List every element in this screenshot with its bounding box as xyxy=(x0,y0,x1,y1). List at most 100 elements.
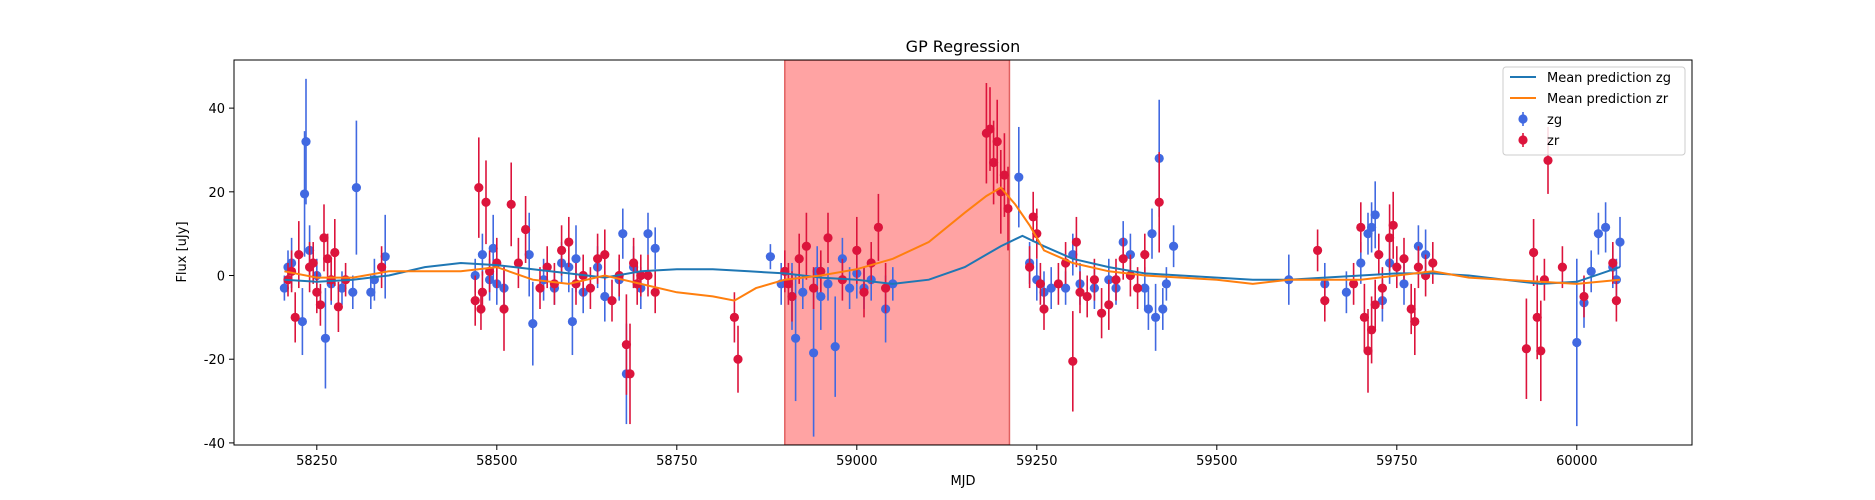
data-point-zr xyxy=(326,275,336,285)
data-point-zr xyxy=(787,291,797,302)
data-point-zr xyxy=(481,197,491,207)
data-point-zg xyxy=(600,291,610,302)
data-point-zg xyxy=(1341,287,1351,297)
data-point-zg xyxy=(571,254,581,264)
data-point-zg xyxy=(765,252,776,262)
data-point-zr xyxy=(873,222,884,232)
data-point-zg xyxy=(477,249,487,260)
data-point-zr xyxy=(1532,312,1542,322)
data-point-zg xyxy=(488,243,498,253)
data-point-zr xyxy=(1154,197,1164,207)
data-point-zr xyxy=(549,279,560,289)
data-point-zg xyxy=(1158,304,1168,314)
data-point-zr xyxy=(1025,262,1035,272)
data-point-zr xyxy=(1399,254,1409,264)
data-point-zr xyxy=(1410,316,1420,327)
y-tick-label: -40 xyxy=(204,437,225,452)
data-point-zr xyxy=(621,339,632,350)
y-tick-label: -20 xyxy=(204,353,225,368)
data-point-zr xyxy=(992,137,1002,147)
data-point-zg xyxy=(1147,229,1157,239)
legend-box xyxy=(1502,66,1686,156)
x-axis-label: MJD xyxy=(950,474,975,489)
plot-content xyxy=(279,60,1625,445)
data-point-zg xyxy=(1399,279,1409,289)
data-point-zr xyxy=(1521,344,1531,354)
x-tick-label: 59750 xyxy=(1376,454,1417,469)
legend-label: zr xyxy=(1547,134,1560,149)
data-point-zg xyxy=(823,279,833,289)
data-point-zr xyxy=(499,304,509,314)
highlight-region xyxy=(784,60,1011,445)
data-point-zg xyxy=(320,333,331,343)
data-point-zr xyxy=(308,258,318,268)
data-point-zg xyxy=(830,342,840,352)
data-point-zr xyxy=(1118,254,1128,264)
x-tick-label: 58750 xyxy=(656,454,697,469)
data-point-zg xyxy=(297,316,307,327)
data-point-zr xyxy=(312,287,322,297)
data-point-zr xyxy=(1349,279,1359,289)
mean-line xyxy=(284,186,1621,302)
data-point-zg xyxy=(299,189,310,199)
data-point-zr xyxy=(1611,296,1621,306)
data-point-zr xyxy=(535,283,545,293)
data-point-zr xyxy=(593,254,603,264)
data-point-zr xyxy=(1388,220,1398,230)
data-point-zr xyxy=(1097,308,1107,318)
data-point-zr xyxy=(1075,287,1085,297)
data-point-zr xyxy=(1356,222,1366,232)
data-point-zr xyxy=(1557,262,1567,272)
data-point-zr xyxy=(1359,312,1369,322)
data-point-zr xyxy=(1367,325,1377,335)
data-point-zr xyxy=(1406,304,1416,314)
data-point-zg xyxy=(1413,241,1423,251)
data-point-zr xyxy=(1111,275,1121,285)
data-point-zr xyxy=(625,369,635,379)
data-point-zg xyxy=(380,252,390,262)
data-point-zr xyxy=(330,247,340,258)
data-point-zg xyxy=(1601,222,1611,232)
data-point-zg xyxy=(643,229,653,239)
data-point-zr xyxy=(315,300,325,310)
x-tick-label: 60000 xyxy=(1556,454,1597,469)
data-point-zg xyxy=(528,319,538,329)
data-point-zr xyxy=(521,224,531,235)
data-point-zg xyxy=(1356,258,1366,268)
data-point-zr xyxy=(643,270,653,281)
data-point-zg xyxy=(1151,312,1161,322)
x-tick-label: 58250 xyxy=(296,454,337,469)
data-point-zr xyxy=(989,157,999,168)
x-tick-label: 59250 xyxy=(1016,454,1057,469)
data-point-zr xyxy=(1377,283,1387,293)
data-point-zr xyxy=(999,170,1010,180)
data-point-zg xyxy=(809,348,819,358)
data-point-zr xyxy=(1579,291,1589,302)
legend: Mean prediction zg Mean prediction zr zg zr xyxy=(1502,66,1686,156)
data-point-zr xyxy=(600,249,610,260)
data-point-zg xyxy=(301,137,311,147)
data-point-zg xyxy=(1615,237,1625,247)
data-point-zr xyxy=(1363,346,1373,356)
data-point-zg xyxy=(845,283,855,293)
data-point-zr xyxy=(816,266,826,276)
y-tick-label: 40 xyxy=(208,102,225,117)
data-point-zr xyxy=(783,279,794,289)
data-point-zg xyxy=(1143,304,1153,314)
data-point-zr xyxy=(290,312,300,322)
data-point-zr xyxy=(506,199,516,209)
data-point-zr xyxy=(1028,212,1038,222)
data-point-zr xyxy=(319,233,329,243)
data-point-zr xyxy=(1035,279,1045,289)
data-point-zg xyxy=(567,316,578,327)
data-point-zr xyxy=(294,249,304,260)
data-point-zg xyxy=(1125,249,1135,260)
chart-title: GP Regression xyxy=(906,37,1021,56)
data-point-zr xyxy=(542,262,552,272)
data-point-zr xyxy=(1089,275,1099,285)
data-point-zg xyxy=(524,249,534,260)
data-point-zg xyxy=(366,287,376,297)
data-point-zr xyxy=(474,183,484,193)
data-point-zr xyxy=(513,258,524,268)
